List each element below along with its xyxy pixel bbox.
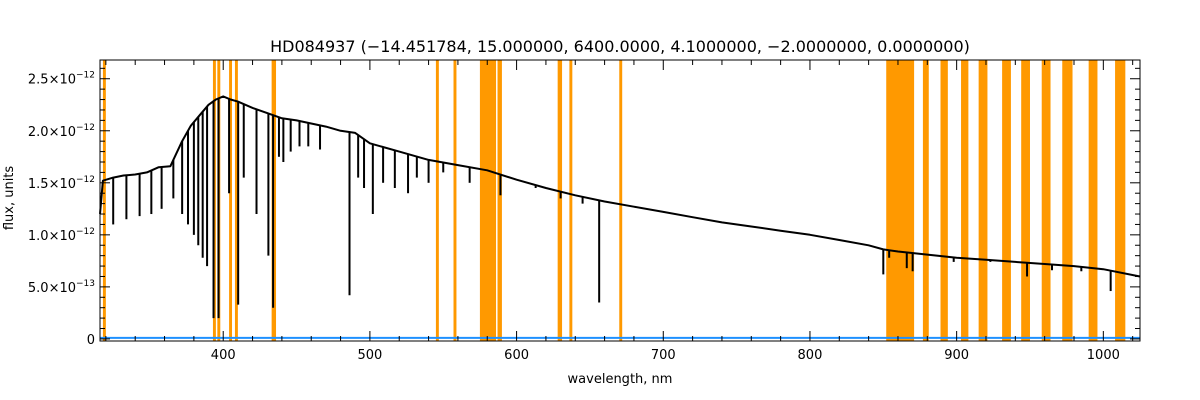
- y-tick-label: 2.5×10−12: [28, 71, 95, 88]
- masked-band-16: [961, 60, 969, 341]
- y-tick-label: 0: [87, 333, 95, 348]
- x-tick-label: 400: [211, 348, 236, 363]
- masked-band-10: [557, 60, 563, 341]
- y-tick-exponent: −12: [76, 227, 95, 237]
- chart-title: HD084937 (−14.451784, 15.000000, 6400.00…: [270, 37, 970, 56]
- y-tick-exponent: −13: [76, 279, 95, 289]
- x-tick-label: 500: [357, 348, 382, 363]
- masked-band-0: [102, 60, 106, 341]
- masked-band-7: [453, 60, 457, 341]
- masked-band-19: [1021, 60, 1030, 341]
- y-tick-exponent: −12: [76, 123, 95, 133]
- x-tick-label: 700: [651, 348, 676, 363]
- y-tick-mantissa: 1.0×10: [28, 229, 76, 244]
- y-tick-mantissa: 0: [87, 333, 95, 348]
- plot-frame: [99, 59, 1141, 342]
- masked-band-9: [497, 60, 502, 341]
- masked-band-18: [1002, 60, 1011, 341]
- x-tick-label: 1000: [1087, 348, 1120, 363]
- y-axis-label: flux, units: [2, 166, 17, 231]
- y-tick-mantissa: 2.0×10: [28, 125, 76, 140]
- masked-band-17: [978, 60, 988, 341]
- x-tick-label: 800: [798, 348, 823, 363]
- masked-bands: [102, 60, 1126, 341]
- y-tick-mantissa: 5.0×10: [28, 281, 76, 296]
- masked-band-21: [1062, 60, 1073, 341]
- masked-band-3: [229, 60, 233, 341]
- x-axis-label: wavelength, nm: [568, 372, 673, 387]
- masked-band-23: [1115, 60, 1126, 341]
- masked-band-14: [922, 60, 929, 341]
- y-tick-label: 2.0×10−12: [28, 123, 95, 140]
- y-tick-mantissa: 2.5×10: [28, 73, 76, 88]
- y-tick-mantissa: 1.5×10: [28, 177, 76, 192]
- masked-band-13: [886, 60, 915, 341]
- y-tick-label: 1.5×10−12: [28, 175, 95, 192]
- tick-labels: 400 500 600 700 800 900 100005.0×10−131.0×10−1…: [28, 71, 1120, 363]
- flux-series-line: [99, 95, 1141, 278]
- y-tick-exponent: −12: [76, 71, 95, 81]
- masked-band-12: [619, 60, 623, 341]
- masked-band-4: [234, 60, 238, 341]
- axes: [99, 59, 1141, 342]
- masked-band-15: [940, 60, 948, 341]
- masked-band-6: [435, 60, 439, 341]
- y-tick-label: 5.0×10−13: [28, 279, 95, 296]
- y-tick-label: 1.0×10−12: [28, 227, 95, 244]
- masked-band-20: [1041, 60, 1051, 341]
- masked-band-8: [479, 60, 497, 341]
- x-tick-label: 600: [504, 348, 529, 363]
- y-tick-exponent: −12: [76, 175, 95, 185]
- masked-band-22: [1088, 60, 1098, 341]
- masked-band-11: [569, 60, 573, 341]
- series-layer: [99, 95, 1141, 339]
- x-tick-label: 900: [944, 348, 969, 363]
